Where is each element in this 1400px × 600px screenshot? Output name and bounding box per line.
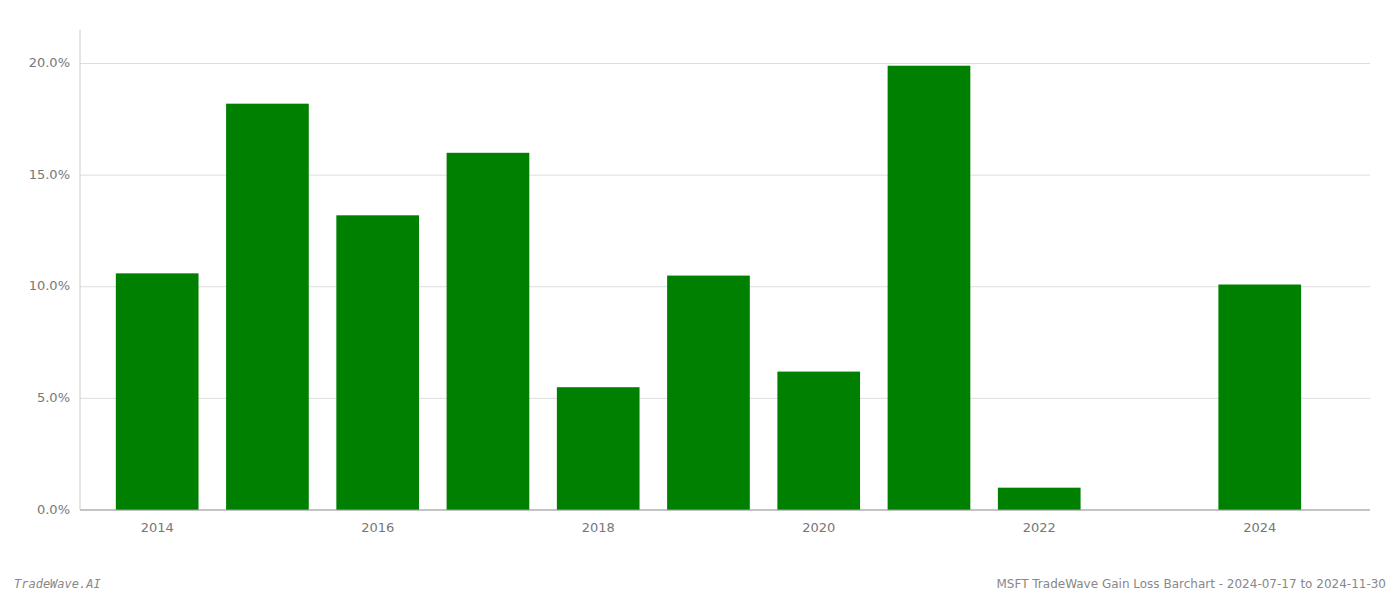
grid-line [80,63,1370,64]
x-axis-line [80,510,1370,511]
chart-container: 0.0%5.0%10.0%15.0%20.0%20142016201820202… [0,0,1400,600]
x-tick-label: 2018 [582,520,615,535]
y-tick-label: 10.0% [29,278,70,293]
grid-line [80,510,1370,511]
x-tick-label: 2022 [1023,520,1056,535]
y-tick-label: 20.0% [29,55,70,70]
bar [998,488,1081,510]
bar [116,273,199,510]
y-tick-labels: 0.0% 5.0% 10.0% 15.0% 20.0% [29,55,70,517]
bar [447,153,530,510]
bar [557,387,640,510]
bar [888,66,971,510]
y-tick-label: 5.0% [37,390,70,405]
bar [667,276,750,510]
bar [777,372,860,510]
bars [116,66,1301,510]
bar [336,215,419,510]
bar [226,104,309,510]
chart: 0.0%5.0%10.0%15.0%20.0%20142016201820202… [0,0,1400,600]
x-tick-label: 2024 [1243,520,1276,535]
x-tick-label: 2016 [361,520,394,535]
footer-left: TradeWave.AI [14,577,101,591]
x-tick-labels: 2014 2016 2018 2020 2022 2024 [141,520,1277,535]
y-grid [80,63,1370,510]
bar [1218,285,1301,510]
background [0,0,1400,600]
y-tick-label: 0.0% [37,502,70,517]
footer-right: MSFT TradeWave Gain Loss Barchart - 2024… [996,577,1386,591]
y-axis-line [80,30,81,510]
y-tick-label: 15.0% [29,167,70,182]
x-tick-label: 2014 [141,520,174,535]
x-tick-label: 2020 [802,520,835,535]
